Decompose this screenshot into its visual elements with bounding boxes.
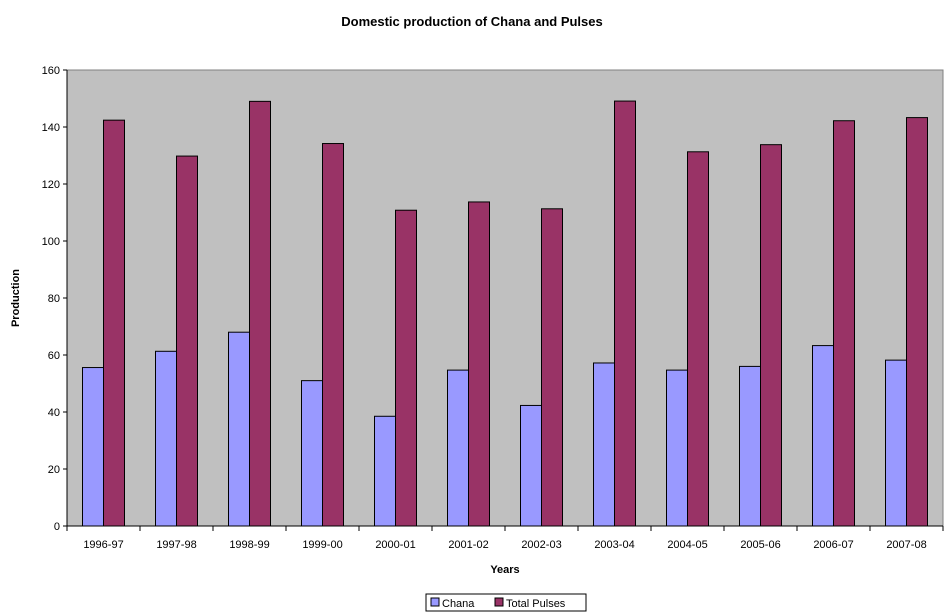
y-tick-label: 40: [48, 407, 60, 419]
x-tick-label: 2006-07: [813, 539, 853, 551]
x-tick-label: 2004-05: [667, 539, 707, 551]
bar-total-pulses: [760, 144, 782, 527]
x-tick-label: 1996-97: [83, 539, 123, 551]
y-tick-label: 140: [42, 122, 60, 134]
x-tick-label: 2007-08: [886, 539, 926, 551]
bar-chana: [82, 367, 104, 527]
bar-chana: [374, 415, 396, 527]
bar-total-pulses: [833, 120, 855, 527]
x-tick-label: 2002-03: [521, 539, 561, 551]
legend: Chana Total Pulses: [425, 593, 587, 612]
bar-chana: [812, 345, 834, 527]
bar-total-pulses: [322, 143, 344, 527]
bar-total-pulses: [468, 201, 490, 527]
bar-total-pulses: [906, 117, 928, 527]
bar-chana: [155, 350, 177, 527]
bar-chana: [666, 369, 688, 527]
bars: [82, 100, 928, 527]
bar-chana: [520, 404, 542, 527]
bar-total-pulses: [103, 119, 125, 527]
bar-total-pulses: [687, 151, 709, 527]
x-tick-label: 1999-00: [302, 539, 342, 551]
x-tick-label: 2001-02: [448, 539, 488, 551]
bar-chana: [885, 359, 907, 527]
y-tick-label: 120: [42, 179, 60, 191]
legend-label-total-pulses: Total Pulses: [506, 598, 566, 610]
x-tick-label: 2000-01: [375, 539, 415, 551]
legend-box: [425, 593, 587, 612]
legend-swatch-total-pulses: [494, 597, 504, 607]
bar-chana: [228, 331, 250, 527]
bar-chana: [593, 362, 615, 527]
y-tick-label: 0: [54, 521, 60, 533]
bar-total-pulses: [541, 208, 563, 527]
x-tick-label: 1998-99: [229, 539, 269, 551]
x-tick-label: 2003-04: [594, 539, 634, 551]
y-tick-label: 160: [42, 65, 60, 77]
y-tick-label: 100: [42, 236, 60, 248]
legend-label-chana: Chana: [442, 598, 475, 610]
bar-total-pulses: [176, 155, 198, 527]
legend-swatch-chana: [430, 597, 440, 607]
bar-total-pulses: [249, 100, 271, 527]
y-axis-title: Production: [10, 269, 22, 327]
bar-chana: [447, 369, 469, 527]
y-tick-label: 80: [48, 293, 60, 305]
x-tick-label: 2005-06: [740, 539, 780, 551]
x-axis: 1996-97 1997-98 1998-99 1999-00 2000-01 2001-…: [66, 525, 944, 551]
y-tick-label: 20: [48, 464, 60, 476]
y-axis: 0 20 40 60 80 100 120 140 160: [42, 65, 68, 533]
bar-total-pulses: [395, 209, 417, 527]
bar-total-pulses: [614, 100, 636, 527]
y-tick-label: 60: [48, 350, 60, 362]
bar-chana: [301, 380, 323, 527]
bar-chana: [739, 365, 761, 527]
chart-title: Domestic production of Chana and Pulses: [341, 14, 602, 29]
x-axis-title: Years: [490, 564, 519, 576]
x-tick-label: 1997-98: [156, 539, 196, 551]
plot-area: [66, 69, 944, 527]
